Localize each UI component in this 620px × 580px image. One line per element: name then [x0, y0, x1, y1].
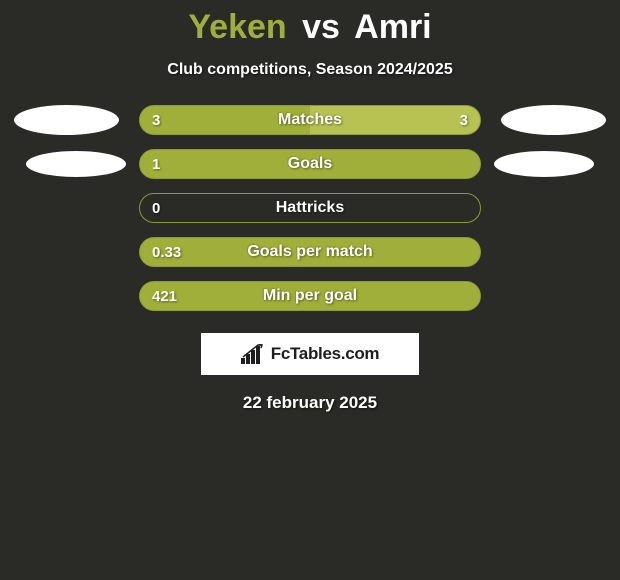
stat-bar-left: [140, 282, 480, 310]
brand-badge: FcTables.com: [201, 333, 419, 375]
player1-marker: [14, 105, 119, 135]
stat-bar-right: [140, 194, 480, 222]
stat-row: Goals1: [0, 149, 620, 179]
subtitle: Club competitions, Season 2024/2025: [0, 61, 620, 79]
stat-bar-left: [140, 150, 480, 178]
stat-row: Matches33: [0, 105, 620, 135]
player2-marker: [494, 151, 594, 177]
player2-marker: [501, 105, 606, 135]
player1-name: Yeken: [188, 8, 286, 46]
player1-marker: [26, 151, 126, 177]
stat-row: Hattricks0: [0, 193, 620, 223]
vs-text: vs: [302, 8, 340, 46]
title: Yeken vs Amri: [0, 8, 620, 47]
comparison-infographic: Yeken vs Amri Club competitions, Season …: [0, 0, 620, 413]
stat-row: Min per goal421: [0, 281, 620, 311]
player2-name: Amri: [354, 8, 431, 46]
date-text: 22 february 2025: [0, 393, 620, 413]
brand-text: FcTables.com: [271, 344, 380, 364]
stat-bar: Min per goal421: [139, 281, 481, 311]
stat-bar: Goals1: [139, 149, 481, 179]
stat-bar-right: [310, 106, 480, 134]
stat-bar: Goals per match0.33: [139, 237, 481, 267]
stat-rows: Matches33 Goals1 Hattricks0 Goals per match…: [0, 105, 620, 311]
brand-bars-icon: [241, 344, 265, 364]
stat-bar: Matches33: [139, 105, 481, 135]
stat-bar: Hattricks0: [139, 193, 481, 223]
stat-bar-left: [140, 106, 310, 134]
stat-row: Goals per match0.33: [0, 237, 620, 267]
stat-bar-left: [140, 238, 480, 266]
